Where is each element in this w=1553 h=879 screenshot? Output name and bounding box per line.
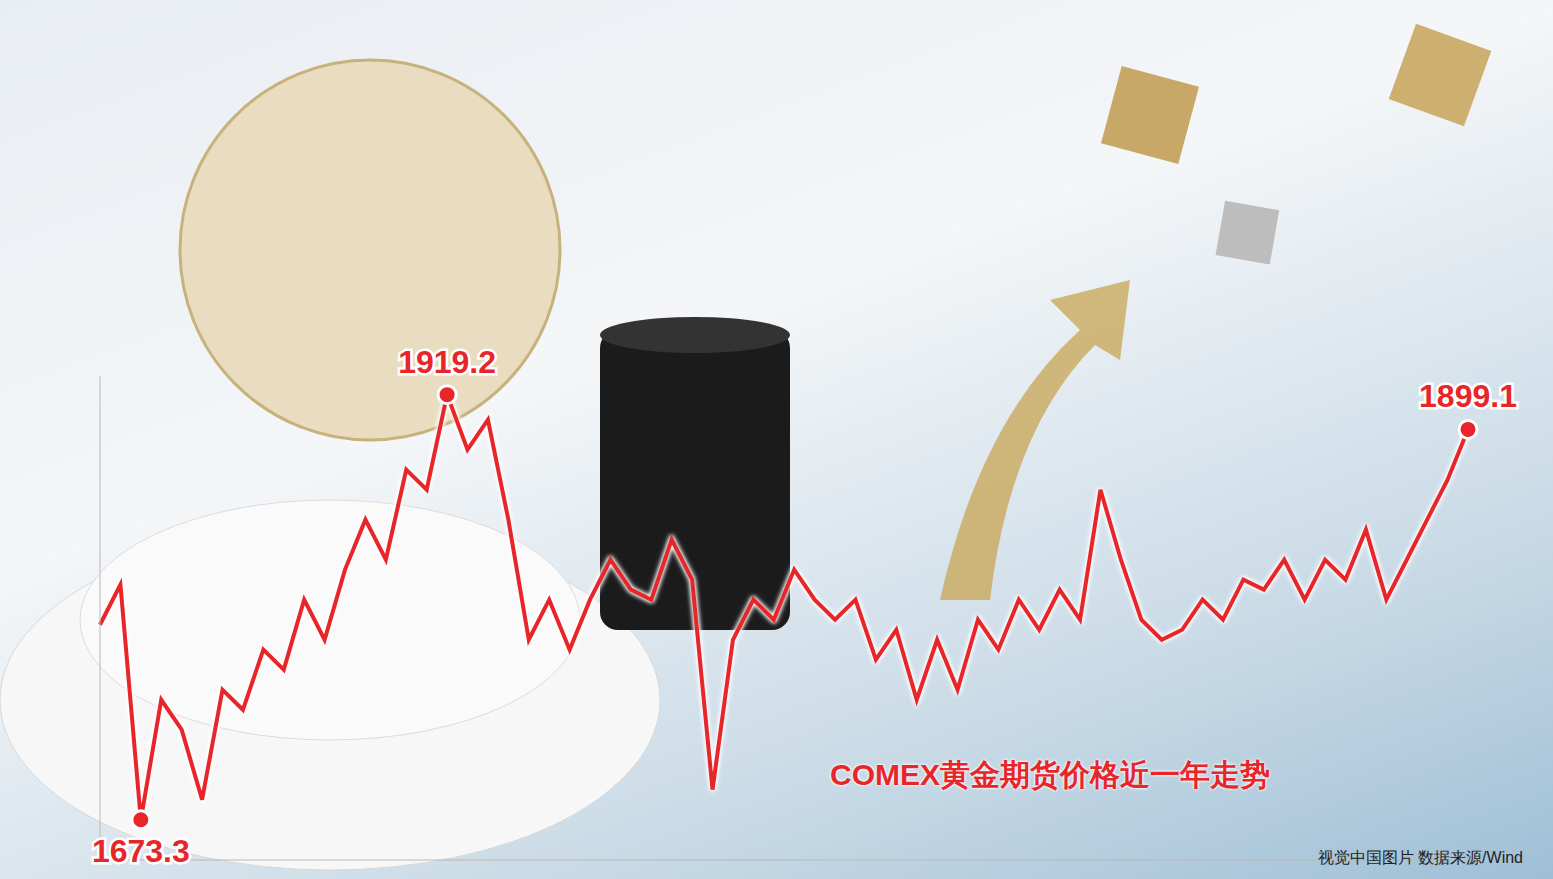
svg-text:1899.1: 1899.1 xyxy=(1419,378,1517,414)
svg-text:1673.3: 1673.3 xyxy=(92,833,190,869)
svg-text:1919.2: 1919.2 xyxy=(398,344,496,380)
html-text:COMEX黄金期货价格近一年走势: COMEX黄金期货价格近一年走势 xyxy=(830,758,1270,791)
html-text:视觉中国图片 数据来源/Wind: 视觉中国图片 数据来源/Wind xyxy=(1317,849,1523,866)
